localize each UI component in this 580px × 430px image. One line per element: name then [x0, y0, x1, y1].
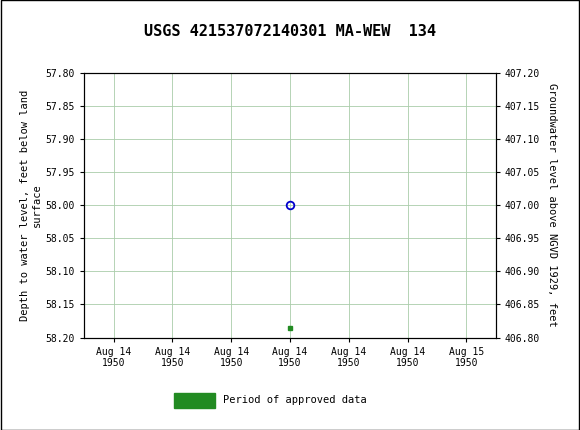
Text: USGS: USGS — [58, 11, 118, 30]
Bar — [174, 393, 215, 408]
Text: USGS 421537072140301 MA-WEW  134: USGS 421537072140301 MA-WEW 134 — [144, 24, 436, 39]
Text: Period of approved data: Period of approved data — [223, 396, 367, 405]
Y-axis label: Depth to water level, feet below land
surface: Depth to water level, feet below land su… — [20, 90, 42, 321]
Y-axis label: Groundwater level above NGVD 1929, feet: Groundwater level above NGVD 1929, feet — [547, 83, 557, 327]
